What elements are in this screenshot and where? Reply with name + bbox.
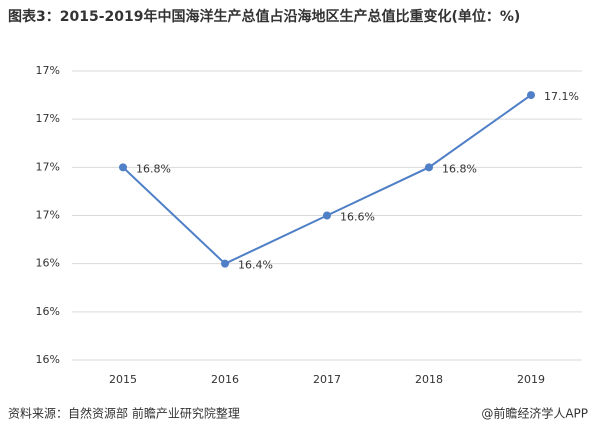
y-tick-label: 17% bbox=[36, 112, 60, 125]
line bbox=[122, 94, 532, 265]
y-tick-label: 17% bbox=[36, 209, 60, 222]
y-tick-label: 16% bbox=[36, 257, 60, 270]
x-tick-label: 2019 bbox=[517, 373, 545, 386]
data-label: 16.6% bbox=[340, 211, 375, 224]
marker bbox=[323, 211, 331, 220]
y-tick-label: 16% bbox=[36, 305, 60, 318]
data-label: 17.1% bbox=[544, 90, 579, 103]
source: 资料来源：自然资源部 前瞻产业研究院整理 bbox=[8, 406, 240, 421]
marker bbox=[119, 163, 127, 172]
data-label: 16.8% bbox=[442, 162, 477, 175]
x-tick-label: 2017 bbox=[313, 373, 341, 386]
y-tick-label: 17% bbox=[36, 160, 60, 173]
data-label: 16.8% bbox=[136, 162, 171, 175]
marker bbox=[527, 91, 535, 100]
chart-title: 图表3：2015-2019年中国海洋生产总值占沿海地区生产总值比重变化(单位：%… bbox=[8, 9, 521, 25]
y-tick-label: 17% bbox=[36, 64, 60, 77]
x-tick-label: 2018 bbox=[415, 373, 443, 386]
credit: @前瞻经济学人APP bbox=[481, 406, 588, 421]
data-label: 16.4% bbox=[238, 259, 273, 272]
marker bbox=[221, 259, 229, 268]
x-tick-label: 2015 bbox=[109, 373, 137, 386]
marker bbox=[425, 163, 433, 172]
y-tick-label: 16% bbox=[36, 353, 60, 366]
x-tick-label: 2016 bbox=[211, 373, 239, 386]
